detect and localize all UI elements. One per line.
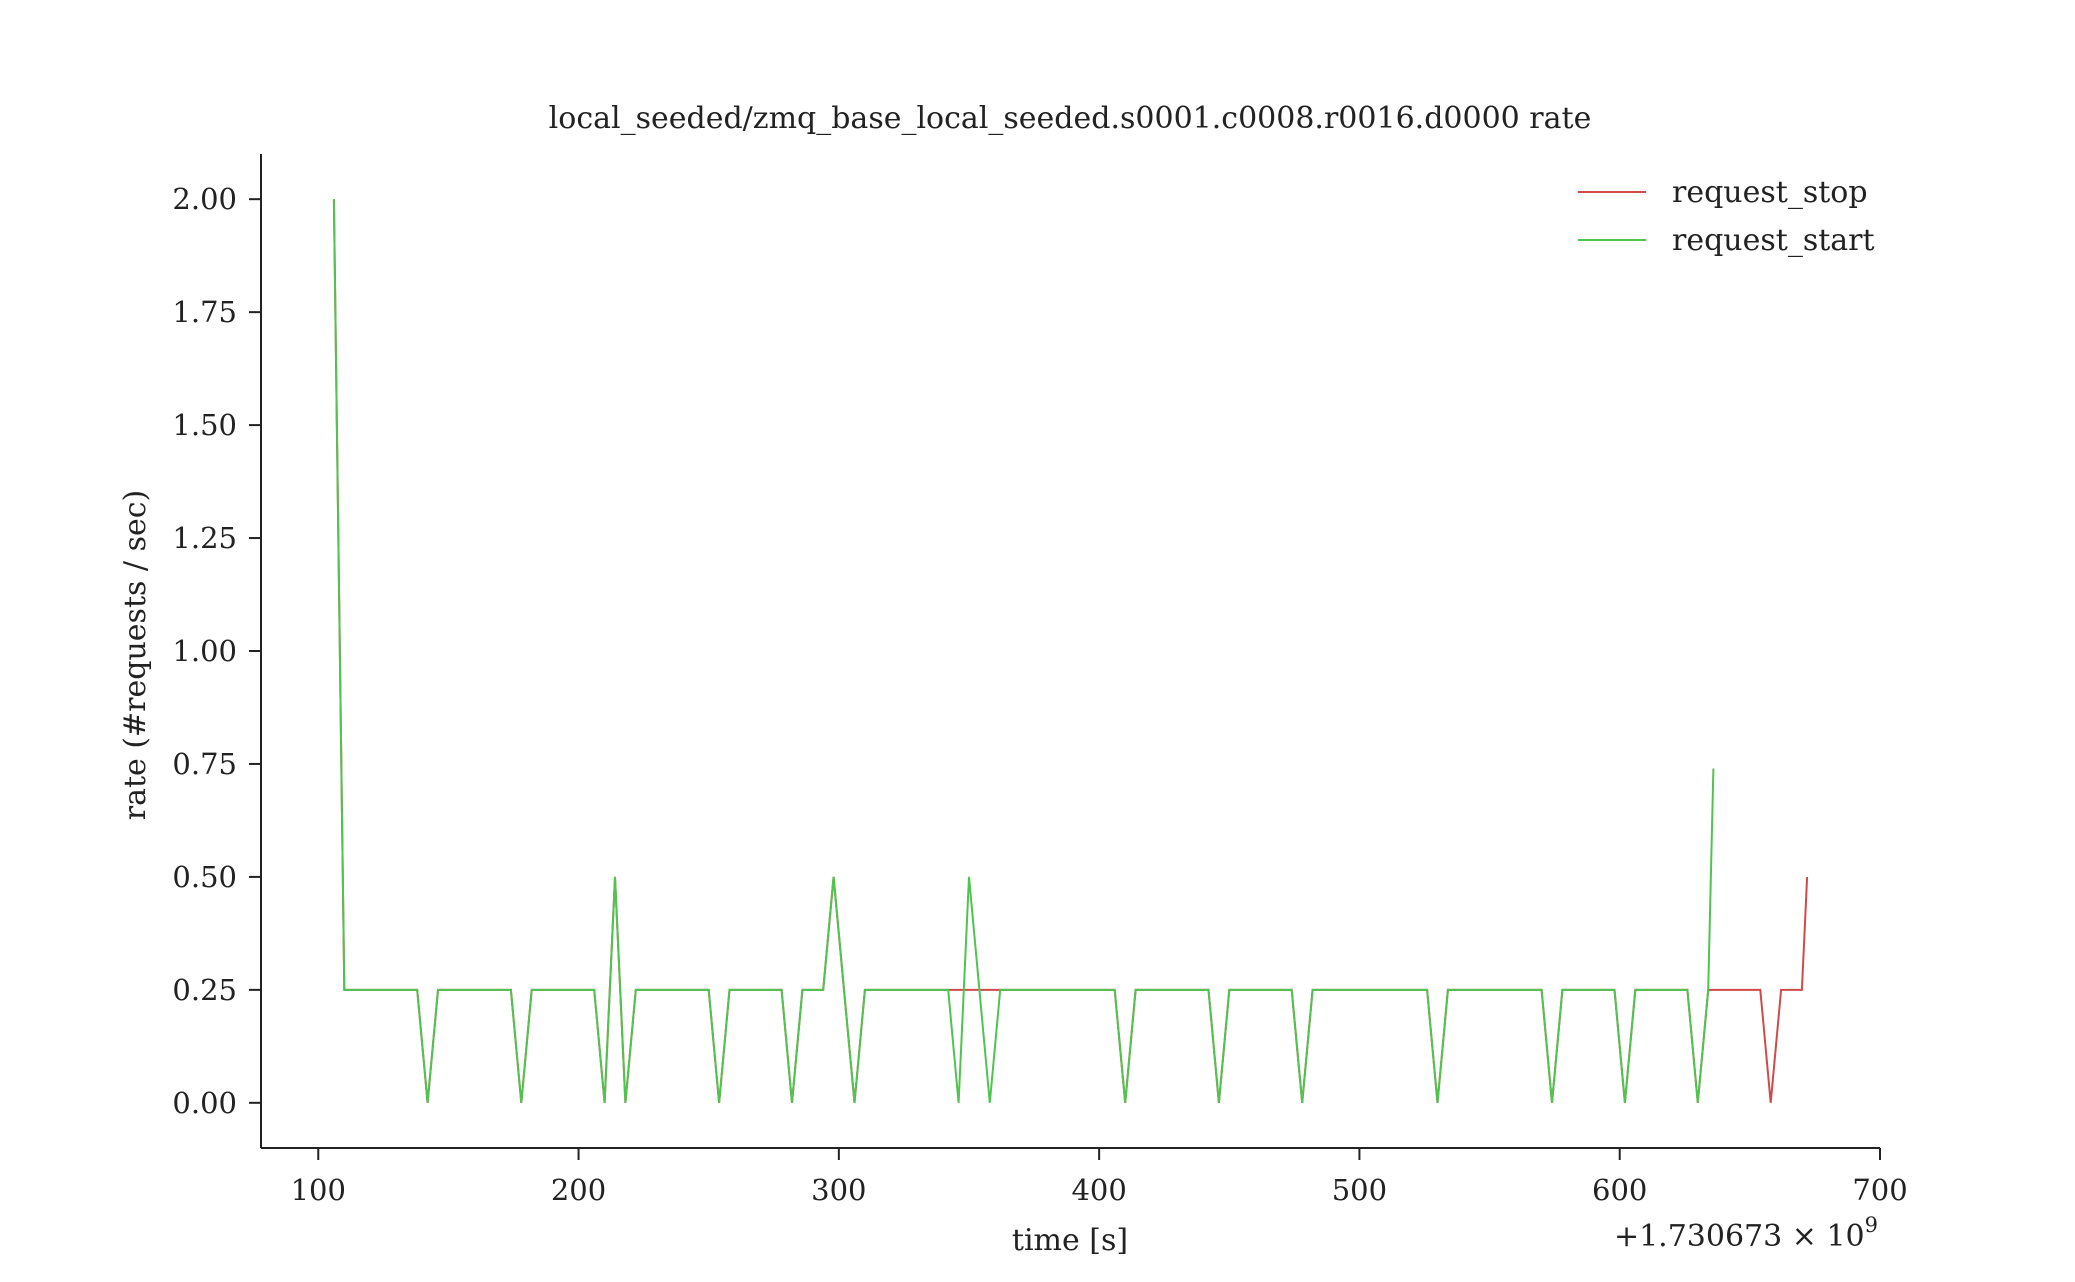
x-tick-label: 700 xyxy=(1852,1173,1907,1207)
legend-label-request-start: request_start xyxy=(1672,223,1875,258)
x-axis-offset-base: +1.730673 × 10 xyxy=(1614,1219,1865,1254)
legend-label-request-stop: request_stop xyxy=(1672,175,1868,210)
series-line-request-start xyxy=(332,199,1715,1103)
y-tick-label: 1.75 xyxy=(172,295,237,329)
x-tick-label: 400 xyxy=(1071,1173,1126,1207)
x-axis-label: time [s] xyxy=(1012,1223,1128,1258)
y-tick-label: 2.00 xyxy=(172,182,237,216)
y-axis-label: rate (#requests / sec) xyxy=(118,490,153,820)
y-axis-ticks: 0.00 0.25 0.50 0.75 1.00 1.25 1.50 1.75 2.00 xyxy=(172,182,261,1120)
y-tick-label: 1.50 xyxy=(172,408,237,442)
series-layer xyxy=(332,199,1809,1103)
x-tick-label: 200 xyxy=(551,1173,606,1207)
y-tick-label: 0.75 xyxy=(172,747,237,781)
legend: request_stop request_start xyxy=(1578,175,1875,258)
chart-title: local_seeded/zmq_base_local_seeded.s0001… xyxy=(549,101,1592,136)
x-axis-offset-label: +1.730673 × 109 xyxy=(1614,1213,1878,1254)
x-axis-ticks: 100 200 300 400 500 600 700 xyxy=(291,1148,1908,1207)
x-tick-label: 100 xyxy=(291,1173,346,1207)
y-tick-label: 0.25 xyxy=(172,973,237,1007)
y-tick-label: 0.50 xyxy=(172,860,237,894)
y-tick-label: 1.00 xyxy=(172,634,237,668)
x-axis-offset-exponent: 9 xyxy=(1865,1213,1878,1237)
x-tick-label: 600 xyxy=(1592,1173,1647,1207)
x-tick-label: 300 xyxy=(811,1173,866,1207)
x-tick-label: 500 xyxy=(1332,1173,1387,1207)
series-line-request-stop xyxy=(332,199,1809,1103)
y-tick-label: 1.25 xyxy=(172,521,237,555)
y-tick-label: 0.00 xyxy=(172,1086,237,1120)
